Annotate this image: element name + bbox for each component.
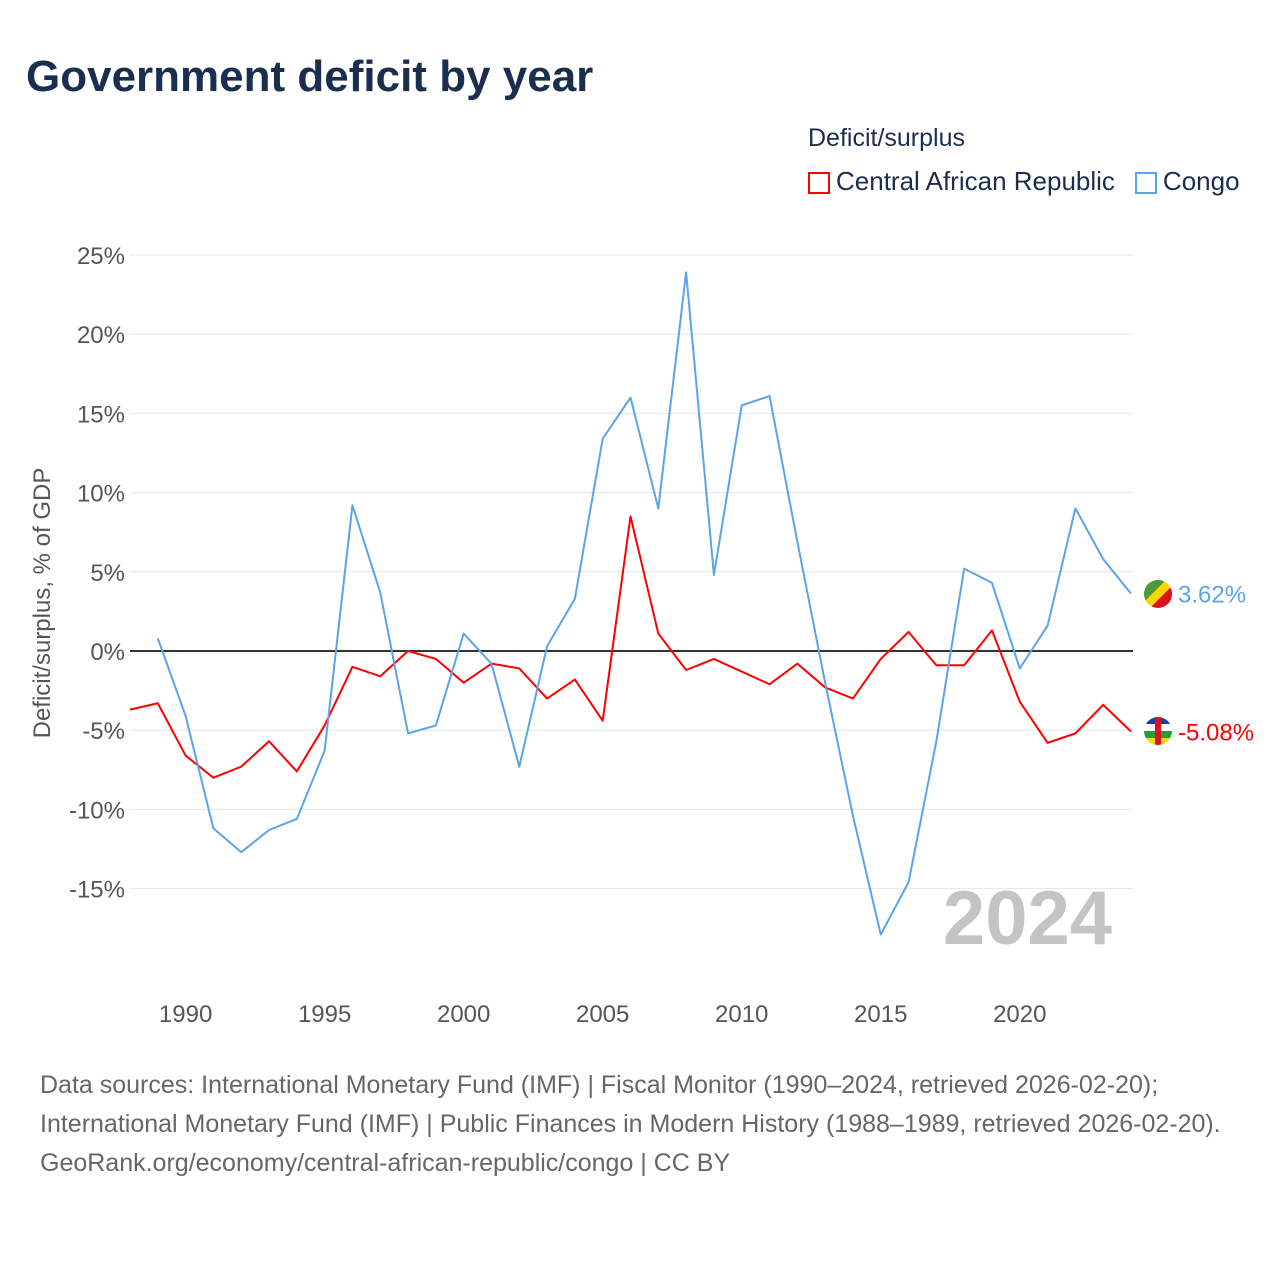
data-sources-text: Data sources: International Monetary Fun… xyxy=(40,1071,1221,1138)
legend-swatch xyxy=(808,172,830,194)
y-tick-label: 0% xyxy=(90,639,125,666)
legend-swatch xyxy=(1134,172,1157,194)
series-line-car xyxy=(129,515,1132,779)
x-tick-label: 1995 xyxy=(298,1001,351,1028)
x-tick-label: 2010 xyxy=(715,1001,768,1028)
legend-item-congo[interactable]: Congo xyxy=(1134,166,1240,197)
legend-title: Deficit/surplus xyxy=(808,124,965,152)
legend: Central African Republic Congo xyxy=(808,166,1240,197)
chart-title: Government deficit by year xyxy=(26,52,594,101)
y-tick-label: 25% xyxy=(77,243,125,270)
sources: Data sources: International Monetary Fun… xyxy=(40,1066,1240,1183)
x-tick-label: 2000 xyxy=(437,1001,490,1028)
x-tick-label: 1990 xyxy=(159,1001,212,1028)
y-tick-label: 5% xyxy=(90,560,125,587)
x-tick-label: 2020 xyxy=(993,1001,1046,1028)
y-tick-label: 20% xyxy=(77,322,125,349)
car-flag-icon xyxy=(1144,717,1172,745)
y-tick-label: 10% xyxy=(77,481,125,508)
y-tick-label: 15% xyxy=(77,401,125,428)
legend-label: Congo xyxy=(1162,166,1240,196)
y-tick-label: -5% xyxy=(82,718,125,745)
end-value-label: -5.08% xyxy=(1178,719,1254,746)
georank-link[interactable]: GeoRank.org/economy/central-african-repu… xyxy=(40,1149,731,1177)
y-tick-label: -15% xyxy=(69,877,125,904)
x-tick-label: 2005 xyxy=(576,1001,629,1028)
legend-label: Central African Republic xyxy=(836,166,1115,196)
x-tick-label: 2015 xyxy=(854,1001,907,1028)
year-watermark: 2024 xyxy=(943,876,1112,961)
y-axis-label: Deficit/surplus, % of GDP xyxy=(29,468,56,739)
legend-item-car[interactable]: Central African Republic xyxy=(808,166,1115,197)
end-value-label: 3.62% xyxy=(1178,582,1246,609)
y-tick-label: -10% xyxy=(69,797,125,824)
congo-flag-icon xyxy=(1144,580,1172,608)
series-line-congo xyxy=(156,271,1132,936)
